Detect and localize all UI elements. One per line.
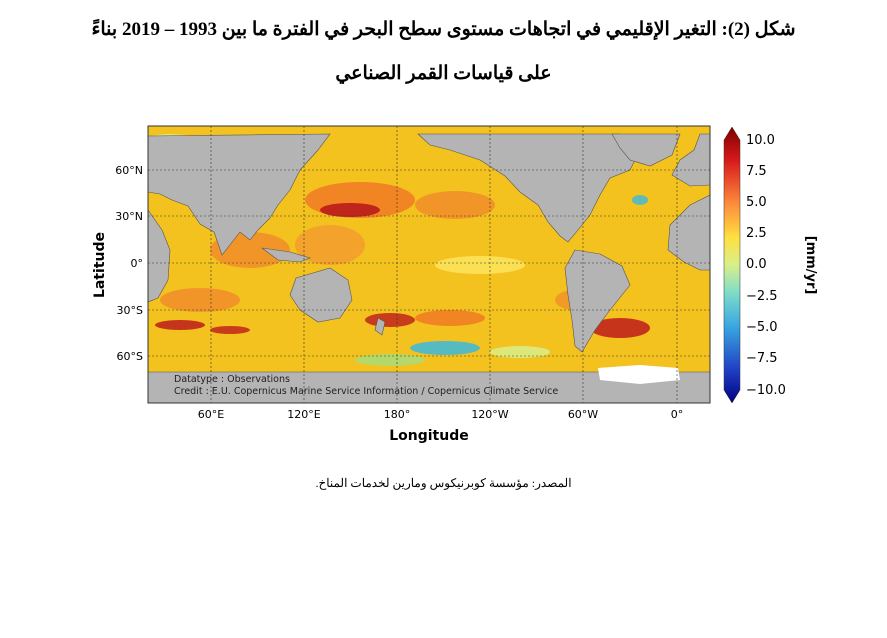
colorbar-unit-label: [mm/yr]: [803, 236, 818, 295]
trend-patch-low: [490, 346, 550, 358]
x-tick-label: 180°: [384, 408, 411, 421]
land-eurasia: [148, 133, 331, 256]
figure-title-line-1: شكل (2): التغير الإقليمي في اتجاهات مستو…: [91, 19, 796, 40]
figure-title-line-2: على قياسات القمر الصناعي: [335, 63, 552, 84]
trend-patch-very-high: [320, 203, 380, 217]
x-tick-label: 120°E: [287, 408, 320, 421]
graticule: [148, 126, 710, 403]
trend-patch-high: [295, 225, 365, 265]
trend-patch-very-high: [590, 318, 650, 338]
colorbar-tick-label: 2.5: [746, 226, 767, 241]
map-frame: [147, 125, 711, 404]
trend-patch-negative: [410, 341, 480, 355]
colorbar-body: [723, 126, 741, 404]
y-tick-label: 0°: [131, 257, 144, 270]
sea-ice: [598, 365, 680, 384]
source-caption: المصدر: مؤسسة كوبرنيكوس ومارين لخدمات ال…: [315, 476, 572, 490]
annotation-credit: Credit : E.U. Copernicus Marine Service …: [174, 386, 558, 397]
y-tick-label: 30°S: [117, 304, 143, 317]
trend-patch-high: [415, 310, 485, 326]
trend-patch-negative: [632, 195, 648, 205]
colorbar: 10.0 7.5 5.0 2.5 0.0 −2.5 −5.0 −7.5 −10.…: [723, 126, 818, 404]
land-new-zealand: [374, 317, 386, 336]
trend-patch-very-high: [210, 326, 250, 334]
colorbar-tick-label: 5.0: [746, 195, 767, 210]
colorbar-tick-label: −2.5: [746, 289, 778, 304]
land-australia: [289, 267, 353, 323]
y-axis-label: Latitude: [92, 232, 108, 298]
land-antarctica: [148, 371, 710, 403]
land-africa-east: [148, 209, 171, 303]
land-indonesia: [261, 247, 311, 263]
land-europe: [671, 133, 710, 187]
trend-patch-high: [415, 191, 495, 219]
x-tick-label: 60°W: [568, 408, 598, 421]
land-north-america: [417, 133, 641, 243]
colorbar-tick-label: 0.0: [746, 257, 767, 272]
trend-patch-very-high: [365, 313, 415, 327]
y-tick-label: 60°S: [117, 350, 143, 363]
land-africa-west: [667, 194, 710, 271]
trend-patch-low: [355, 354, 425, 366]
colorbar-tick-label: −7.5: [746, 351, 778, 366]
trend-patch-moderate: [435, 256, 525, 274]
annotation-datatype: Datatype : Observations: [174, 374, 290, 385]
trend-patches: [148, 134, 650, 366]
x-tick-label: 120°W: [471, 408, 508, 421]
x-tick-label: 60°E: [198, 408, 224, 421]
x-ticks: 60°E 120°E 180° 120°W 60°W 0°: [198, 408, 683, 421]
y-tick-label: 60°N: [115, 164, 143, 177]
land-greenland: [611, 133, 681, 167]
colorbar-tick-label: 10.0: [746, 133, 775, 148]
land-masses: [148, 133, 710, 403]
x-axis-label: Longitude: [389, 428, 469, 444]
y-tick-label: 30°N: [115, 210, 143, 223]
map-plot-area: [148, 126, 710, 403]
land-south-america: [564, 249, 631, 353]
colorbar-tick-label: −10.0: [746, 383, 786, 398]
trend-patch-high: [160, 288, 240, 312]
trend-patch-very-high: [155, 320, 205, 330]
colorbar-tick-label: −5.0: [746, 320, 778, 335]
y-ticks: 60°N 30°N 0° 30°S 60°S: [115, 164, 143, 363]
colorbar-tick-label: 7.5: [746, 164, 767, 179]
x-tick-label: 0°: [671, 408, 684, 421]
